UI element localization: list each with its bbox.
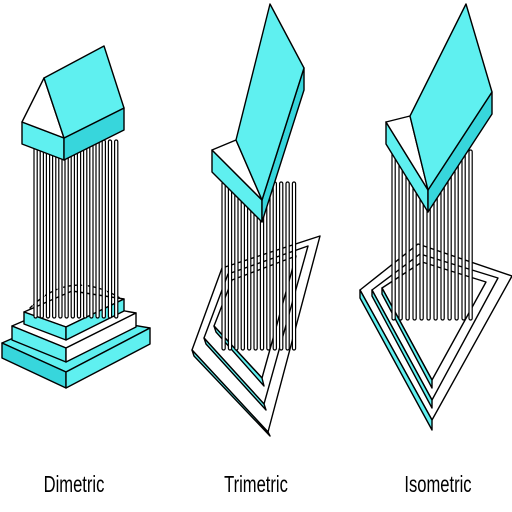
- dimetric-step-2-side: [65, 312, 137, 363]
- column: [227, 181, 233, 351]
- column: [107, 139, 113, 319]
- trimetric-temple: [191, 3, 321, 437]
- column: [76, 139, 82, 319]
- dimetric-columns: [33, 139, 119, 319]
- trimetric-columns: [221, 181, 297, 351]
- isometric-base: [359, 243, 512, 431]
- column: [285, 181, 290, 351]
- column: [391, 149, 396, 321]
- column: [58, 139, 63, 319]
- column: [113, 139, 119, 319]
- trimetric-roof: [211, 3, 305, 223]
- column: [33, 139, 38, 319]
- column: [89, 139, 94, 319]
- caption-trimetric: Trimetric: [224, 472, 288, 497]
- column: [64, 139, 69, 319]
- dimetric-roof: [21, 45, 125, 161]
- isometric-step-2-edge: [371, 289, 433, 409]
- caption-isometric: Isometric: [404, 472, 471, 497]
- isometric-step-1-edge: [359, 289, 433, 431]
- column: [39, 139, 45, 319]
- column: [221, 181, 226, 351]
- isometric-temple: [359, 3, 512, 431]
- column: [468, 149, 473, 321]
- caption-dimetric: Dimetric: [44, 472, 105, 497]
- column: [272, 181, 278, 351]
- trimetric-step-2-edge: [203, 337, 267, 411]
- column: [95, 139, 100, 319]
- dimetric-temple: [1, 45, 151, 389]
- column: [454, 149, 459, 321]
- column: [234, 181, 239, 351]
- dimetric-base: [1, 284, 151, 389]
- column: [240, 181, 245, 351]
- trimetric-step-3-edge: [213, 325, 265, 387]
- dimetric-roof-slope: [43, 45, 125, 139]
- column: [70, 139, 75, 319]
- column: [101, 139, 106, 319]
- trimetric-roof-slope: [235, 3, 305, 201]
- column: [461, 149, 466, 321]
- column: [82, 139, 88, 319]
- column: [398, 149, 403, 321]
- column: [279, 181, 284, 351]
- dimetric-step-1-side: [65, 327, 151, 389]
- isometric-roof: [385, 3, 493, 213]
- column: [291, 181, 297, 351]
- isometric-roof-slope: [409, 3, 493, 191]
- trimetric-step-1-edge: [191, 349, 271, 437]
- column: [51, 139, 57, 319]
- column: [45, 139, 51, 319]
